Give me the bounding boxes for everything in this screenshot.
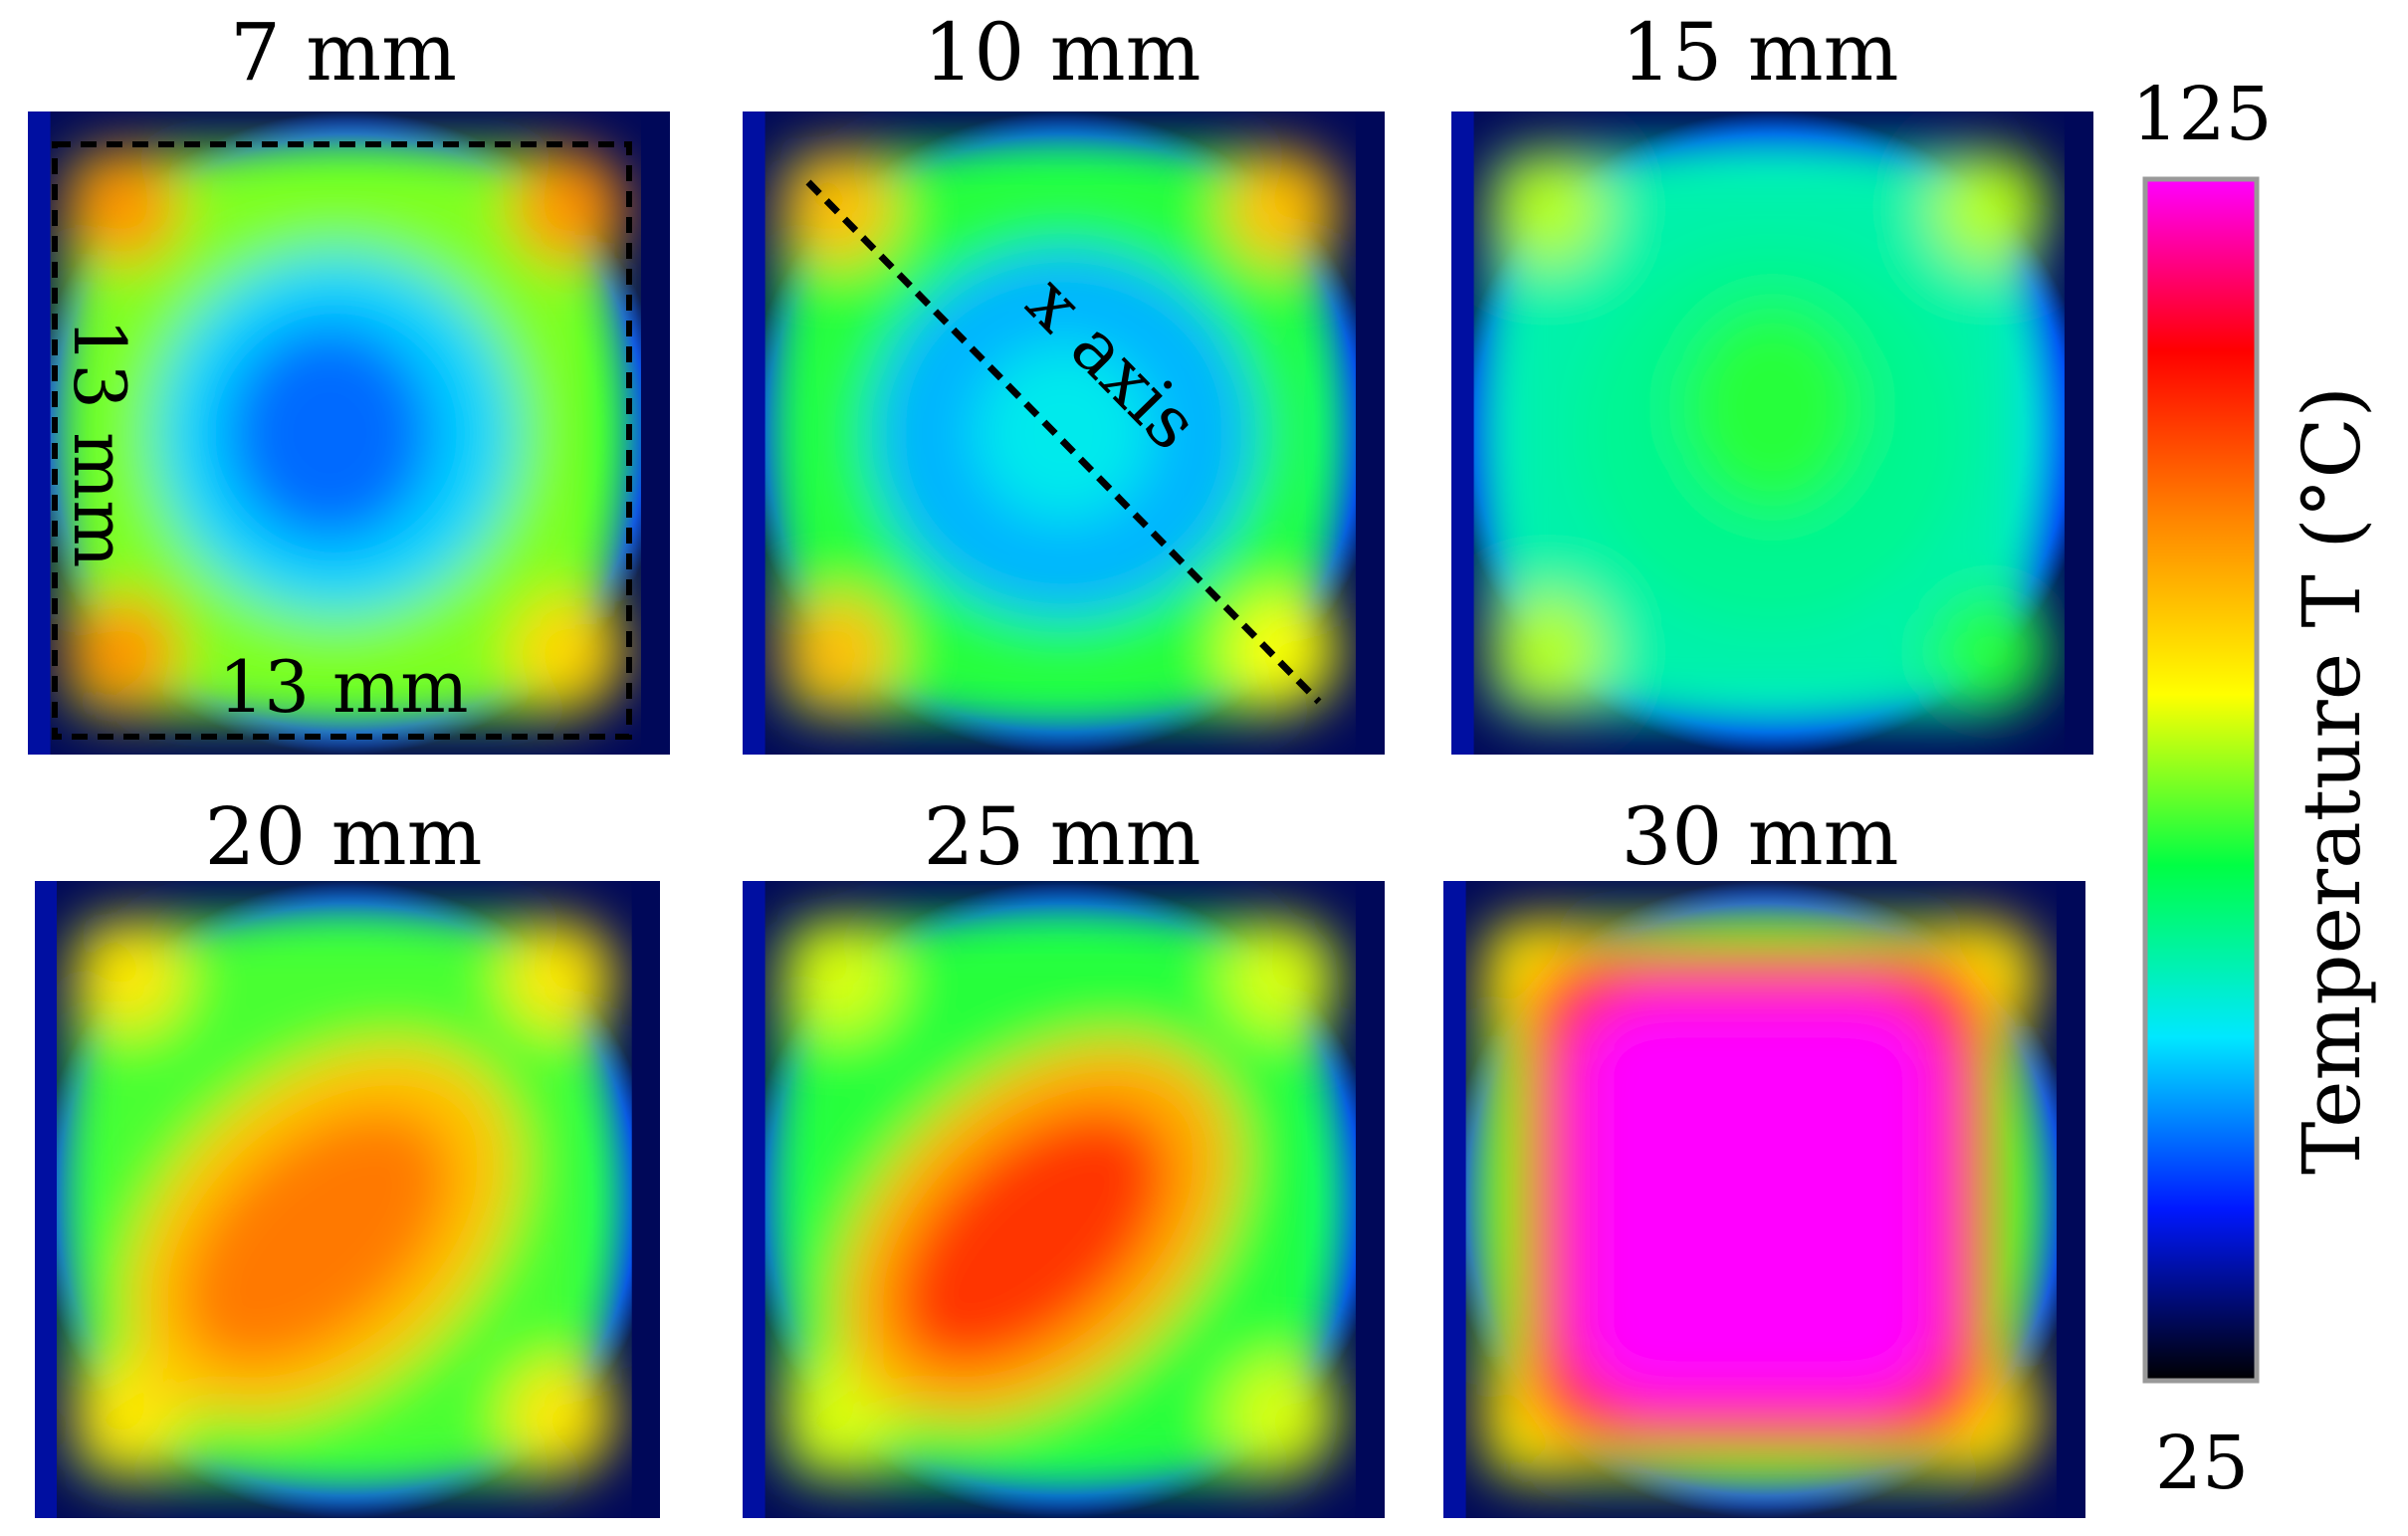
heatmap-corner-spot	[780, 918, 897, 1035]
panel-title-25mm: 25 mm	[924, 790, 1202, 883]
heatmap-center-spot	[226, 324, 433, 543]
heatmap-ellipse-core	[179, 1107, 453, 1368]
heatmap-right-rim	[631, 881, 660, 1518]
heatmap-corner-spot	[1489, 593, 1606, 710]
heatmap-corner-spot	[1223, 149, 1340, 266]
colorbar-max-label: 125	[2131, 72, 2272, 157]
heatmap-center-spot	[974, 342, 1154, 524]
bottom-dimension-label: 13 mm	[218, 645, 468, 729]
panel-title-10mm: 10 mm	[924, 6, 1202, 99]
heatmap-corner-spot	[1932, 149, 2049, 266]
heatmap-center-spot	[1682, 304, 1862, 511]
heatmap-panel-15mm	[1451, 111, 2093, 755]
side-dimension-label: 13 mm	[58, 318, 141, 567]
heatmap-corner-spot	[504, 920, 617, 1033]
heatmap-left-rim	[743, 111, 766, 755]
heatmap-corner-spot	[66, 593, 182, 710]
measurement-box-dashed	[52, 141, 632, 740]
heatmap-left-rim	[743, 881, 766, 1518]
panel-title-15mm: 15 mm	[1622, 6, 1899, 99]
heatmap-square-core	[1572, 995, 1945, 1404]
heatmap-right-rim	[1355, 111, 1385, 755]
heatmap-right-rim	[1355, 881, 1385, 1518]
heatmap-left-rim	[28, 111, 51, 755]
heatmap-corner-spot	[780, 149, 897, 266]
panel-title-20mm: 20 mm	[205, 790, 483, 883]
colorbar-gradient	[2142, 176, 2260, 1384]
colorbar-min-label: 25	[2155, 1421, 2249, 1506]
heatmap-corner-spot	[72, 920, 185, 1033]
heatmap-left-rim	[1443, 881, 1466, 1518]
heatmap-left-rim	[1451, 111, 1474, 755]
heatmap-right-rim	[2056, 881, 2085, 1518]
heatmap-corner-spot	[72, 1360, 185, 1473]
heatmap-panel-25mm	[743, 881, 1385, 1518]
heatmap-corner-spot	[1932, 593, 2049, 710]
heatmap-corner-spot	[780, 593, 897, 710]
panel-title-30mm: 30 mm	[1622, 790, 1899, 883]
heatmap-right-rim	[2064, 111, 2093, 755]
heatmap-corner-spot	[509, 593, 625, 710]
heatmap-corner-spot	[1223, 1358, 1340, 1474]
colorbar-title: Temperature T (°C)	[2286, 386, 2378, 1175]
heatmap-corner-spot	[509, 149, 625, 266]
x-axis-dashed-line	[805, 179, 1322, 705]
heatmap-corner-spot	[1489, 149, 1606, 266]
heatmap-panel-7mm	[28, 111, 670, 755]
heatmap-corner-spot	[1223, 593, 1340, 710]
heatmap-panel-20mm	[35, 881, 660, 1518]
heatmap-right-rim	[640, 111, 670, 755]
heatmap-left-rim	[35, 881, 57, 1518]
heatmap-ellipse-core	[892, 1105, 1172, 1371]
heatmap-corner-spot	[1223, 918, 1340, 1035]
panel-title-7mm: 7 mm	[230, 6, 457, 99]
heatmap-corner-spot	[66, 149, 182, 266]
heatmap-panel-30mm	[1443, 881, 2085, 1518]
heatmap-panel-10mm	[743, 111, 1385, 755]
heatmap-corner-spot	[504, 1360, 617, 1473]
